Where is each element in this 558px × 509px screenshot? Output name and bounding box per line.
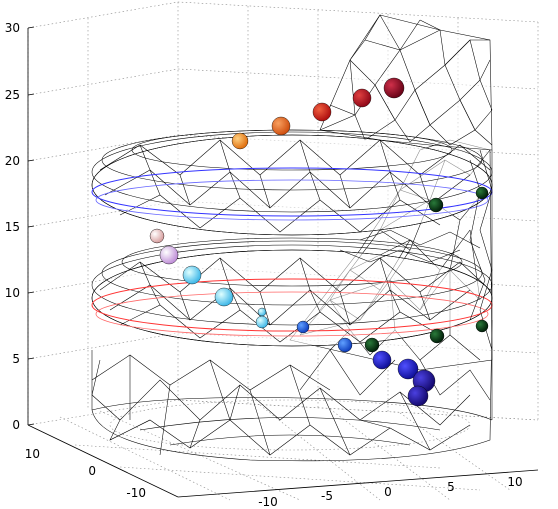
sphere-marker — [296, 320, 310, 334]
z-tick-label: 0 — [12, 418, 20, 432]
sphere-marker — [352, 88, 372, 108]
z-axis-ticks: 30 25 20 15 10 5 0 — [5, 21, 20, 432]
y-tick-label: -10 — [126, 486, 146, 500]
z-tick-label: 20 — [5, 154, 20, 168]
sphere-marker — [475, 319, 489, 333]
sphere-marker — [257, 307, 267, 317]
sphere-marker — [255, 315, 269, 329]
sphere-marker — [214, 287, 234, 307]
x-tick-label: -5 — [321, 489, 333, 503]
sphere-marker — [372, 350, 392, 370]
sphere-marker — [271, 116, 291, 136]
sphere-marker — [475, 186, 489, 200]
sphere-marker — [407, 385, 429, 407]
sphere-marker — [312, 102, 332, 122]
z-tick-label: 25 — [5, 88, 20, 102]
sphere-marker — [182, 265, 202, 285]
z-tick-label: 5 — [12, 352, 20, 366]
axis-box — [27, 26, 539, 498]
x-tick-label: 0 — [384, 485, 392, 499]
sphere-marker — [159, 245, 179, 265]
cylinder-base-mesh — [91, 319, 493, 462]
sphere-marker — [428, 197, 444, 213]
x-tick-label: 5 — [447, 480, 455, 494]
sphere-marker — [149, 228, 165, 244]
right-column-mesh — [339, 149, 493, 420]
sphere-marker — [383, 77, 405, 99]
marker-spheres — [149, 77, 489, 407]
sphere-marker — [231, 132, 249, 150]
y-tick-label: 0 — [88, 464, 96, 478]
x-tick-label: 10 — [507, 475, 522, 489]
z-tick-label: 15 — [5, 220, 20, 234]
sphere-marker — [364, 337, 380, 353]
x-axis-ticks: -10 -5 0 5 10 — [258, 475, 522, 509]
sphere-marker — [429, 328, 445, 344]
upper-fin-mesh — [319, 14, 493, 151]
sphere-marker — [337, 337, 353, 353]
x-tick-label: -10 — [258, 495, 278, 509]
y-tick-label: 10 — [25, 447, 40, 461]
z-tick-label: 10 — [5, 286, 20, 300]
sphere-marker — [397, 358, 419, 380]
z-tick-label: 30 — [5, 21, 20, 35]
y-axis-ticks: 10 0 -10 — [25, 447, 146, 500]
